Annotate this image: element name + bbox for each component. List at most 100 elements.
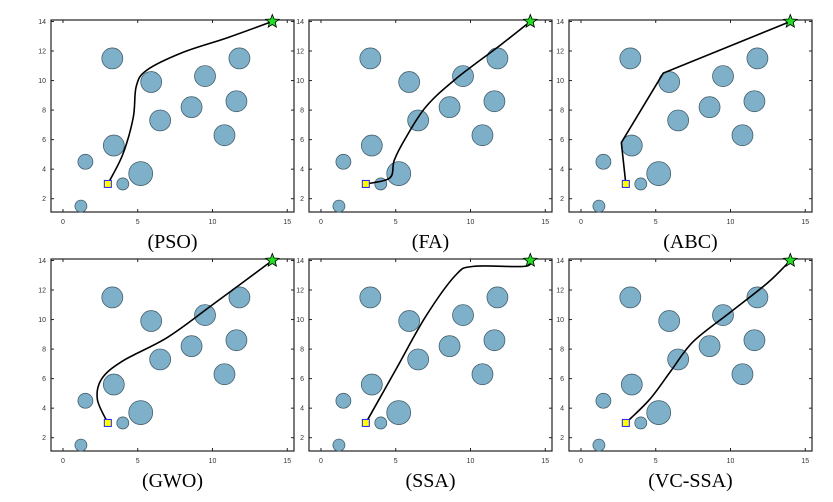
panel-fa: 0 5 10 15 2 4 6 8 10 12 14 (FA) [296,13,553,253]
y-tick-label: 14 [38,258,46,265]
x-tick-label: 0 [579,219,583,226]
obstacle [128,161,154,186]
obstacle [225,329,248,352]
obstacle [140,310,163,332]
panel-caption: (FA) [412,231,449,253]
obstacle [667,109,690,132]
start-marker [103,418,112,427]
obstacle [101,286,124,309]
obstacle [77,392,94,409]
obstacle [712,65,734,87]
obstacle [712,304,734,326]
start-marker [621,179,630,188]
x-tick-label: 0 [319,219,323,226]
obstacle [335,392,352,409]
obstacle [486,47,509,70]
obstacle [592,438,606,452]
x-tick-label: 10 [727,219,735,226]
obstacle [180,96,203,119]
obstacle [646,161,672,186]
y-tick-label: 4 [300,406,304,413]
y-tick-label: 4 [42,167,46,174]
x-tick-label: 5 [136,219,140,226]
x-tick-label: 15 [283,458,291,465]
y-tick-label: 6 [300,376,304,383]
planned-path [107,20,273,185]
obstacle [658,310,681,332]
y-tick-label: 4 [300,167,304,174]
obstacle [194,304,216,326]
obstacle [374,416,388,430]
obstacle [360,134,383,157]
obstacle [335,153,352,170]
y-tick-label: 12 [38,49,46,56]
x-tick-label: 0 [61,458,65,465]
obstacle [438,335,461,358]
x-tick-label: 5 [136,458,140,465]
obstacle [483,90,506,113]
y-tick-label: 8 [42,347,46,354]
obstacle [620,373,643,396]
obstacle [102,134,125,157]
obstacle [149,109,172,132]
obstacle [471,124,494,147]
planned-path [365,259,532,424]
y-tick-label: 12 [38,288,46,295]
obstacle [452,65,474,87]
y-tick-label: 10 [556,317,564,324]
obstacle [149,348,172,371]
y-tick-label: 10 [296,317,304,324]
obstacle [698,96,721,119]
y-tick-label: 6 [300,137,304,144]
obstacle [646,400,672,425]
obstacle [452,304,474,326]
panel-caption: (ABC) [663,231,717,253]
obstacle [595,153,612,170]
obstacle [483,329,506,352]
obstacle [634,416,648,430]
obstacle [471,363,494,386]
x-tick-label: 15 [541,219,549,226]
obstacle [74,438,88,452]
y-tick-label: 6 [560,137,564,144]
start-marker [361,179,370,188]
y-tick-label: 2 [560,196,564,203]
plot-area [50,19,295,213]
obstacle [77,153,94,170]
start-marker [361,418,370,427]
obstacle [180,335,203,358]
start-marker [103,179,112,188]
planned-path [96,259,273,424]
obstacle [359,286,382,309]
x-tick-label: 5 [654,458,658,465]
plot-area [50,258,295,452]
panel-vc-ssa: 0 5 10 15 2 4 6 8 10 12 14 (VC-SSA) [556,252,813,492]
y-tick-label: 12 [296,288,304,295]
obstacle [101,47,124,70]
panel-caption: (SSA) [405,470,455,492]
goal-star-icon [522,13,539,28]
panel-abc: 0 5 10 15 2 4 6 8 10 12 14 (ABC) [556,13,813,253]
y-tick-label: 12 [556,49,564,56]
x-tick-label: 10 [209,219,217,226]
plot-area [568,19,813,213]
y-tick-label: 2 [42,435,46,442]
planned-path [620,20,791,185]
obstacle [407,348,430,371]
obstacle [595,392,612,409]
obstacle [634,177,648,191]
panel-pso: 0 5 10 15 2 4 6 8 10 12 14 (PSO) [38,13,295,253]
x-tick-label: 5 [394,458,398,465]
obstacle [386,400,412,425]
y-tick-label: 10 [296,78,304,85]
obstacle [332,199,346,213]
planned-path [625,259,791,424]
x-tick-label: 15 [541,458,549,465]
goal-star-icon [782,13,799,28]
y-tick-label: 14 [38,19,46,26]
obstacle [619,286,642,309]
x-tick-label: 0 [579,458,583,465]
y-tick-label: 6 [560,376,564,383]
y-tick-label: 12 [296,49,304,56]
